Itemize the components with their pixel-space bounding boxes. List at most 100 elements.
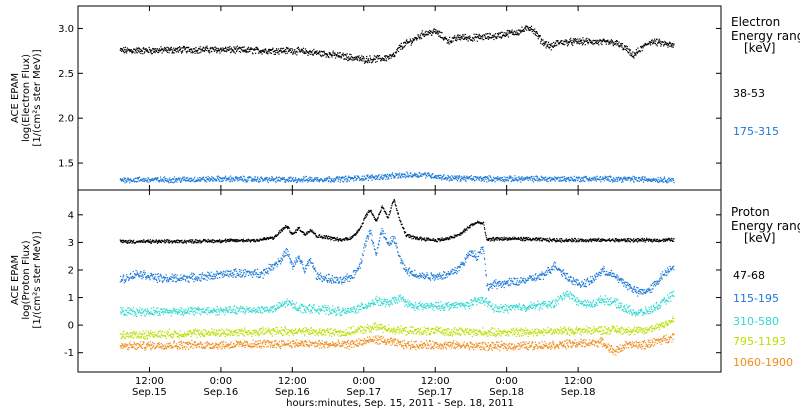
proton-point (203, 277, 205, 279)
electron-point (479, 37, 481, 40)
electron-point (525, 26, 527, 28)
electron-point (217, 50, 219, 52)
electron-point (304, 51, 306, 53)
electron-point (271, 176, 273, 178)
proton-point (329, 279, 331, 281)
electron-point (141, 50, 143, 52)
proton-point (176, 241, 178, 243)
electron-point (559, 180, 561, 182)
electron-point (531, 28, 533, 30)
electron-point (129, 50, 131, 52)
proton-point (228, 276, 230, 278)
proton-point (377, 243, 379, 245)
electron-point (255, 46, 257, 48)
proton-point (637, 238, 639, 240)
electron-point (348, 56, 350, 58)
electron-point (439, 31, 441, 33)
proton-point (579, 239, 581, 241)
electron-point (347, 59, 349, 61)
electron-point (195, 180, 197, 182)
electron-point (376, 177, 378, 179)
proton-point (187, 280, 189, 282)
electron-point (184, 178, 186, 181)
electron-point (473, 176, 475, 178)
electron-point (158, 179, 160, 182)
proton-point (256, 238, 258, 240)
electron-point (464, 37, 466, 39)
electron-point (540, 38, 542, 40)
proton-point (529, 237, 531, 240)
electron-point (587, 178, 590, 180)
proton-point (185, 280, 187, 282)
proton-point (318, 277, 320, 279)
electron-point (355, 179, 357, 181)
electron-point (663, 177, 665, 179)
electron-point (625, 45, 627, 47)
proton-point (234, 239, 236, 241)
proton-point (137, 275, 140, 277)
electron-point (156, 179, 158, 181)
electron-point (632, 51, 634, 53)
electron-point (411, 41, 413, 43)
proton-point (129, 239, 131, 241)
proton-point (471, 224, 473, 226)
proton-point (346, 273, 348, 275)
proton-point (285, 247, 288, 250)
proton-point (167, 278, 169, 280)
electron-point (587, 41, 589, 43)
electron-point (647, 44, 649, 46)
electron-point (513, 179, 516, 182)
electron-point (487, 38, 489, 40)
electron-point (305, 50, 307, 52)
proton-point (365, 214, 367, 216)
electron-point (166, 50, 168, 52)
electron-point (358, 177, 360, 179)
electron-point (609, 180, 611, 183)
electron-point (334, 53, 336, 55)
proton-point (485, 235, 487, 237)
electron-point (583, 176, 586, 178)
electron-point (255, 180, 257, 182)
proton-point (408, 236, 410, 238)
electron-point (615, 178, 617, 181)
proton-point (170, 278, 172, 280)
proton-point (188, 241, 190, 243)
electron-point (656, 45, 658, 47)
electron-point (529, 26, 531, 29)
electron-point (215, 47, 218, 49)
electron-point (593, 178, 595, 180)
proton-point (121, 241, 123, 243)
electron-point (555, 42, 557, 44)
electron-point (603, 180, 605, 182)
electron-point (541, 176, 543, 178)
electron-point (627, 176, 629, 178)
proton-point (591, 241, 593, 243)
electron-point (414, 174, 416, 176)
electron-point (227, 46, 229, 48)
electron-point (282, 51, 284, 53)
electron-point (150, 49, 153, 51)
electron-point (350, 178, 352, 180)
proton-point (233, 269, 235, 271)
proton-point (219, 272, 221, 275)
electron-point (485, 33, 487, 35)
proton-point (198, 241, 200, 243)
proton-point (366, 212, 368, 214)
electron-point (361, 55, 363, 57)
electron-point (391, 55, 393, 57)
proton-point (455, 234, 457, 236)
electron-point (544, 43, 546, 45)
electron-point (542, 176, 544, 179)
electron-point (160, 176, 162, 178)
electron-point (278, 180, 280, 182)
proton-point (191, 272, 193, 274)
proton-point (370, 232, 372, 234)
electron-point (481, 179, 483, 181)
electron-point (340, 177, 343, 180)
electron-point (281, 51, 283, 53)
electron-point (152, 47, 154, 50)
proton-point (167, 239, 169, 241)
electron-point (173, 49, 176, 52)
electron-point (175, 180, 177, 182)
electron-point (523, 179, 525, 181)
